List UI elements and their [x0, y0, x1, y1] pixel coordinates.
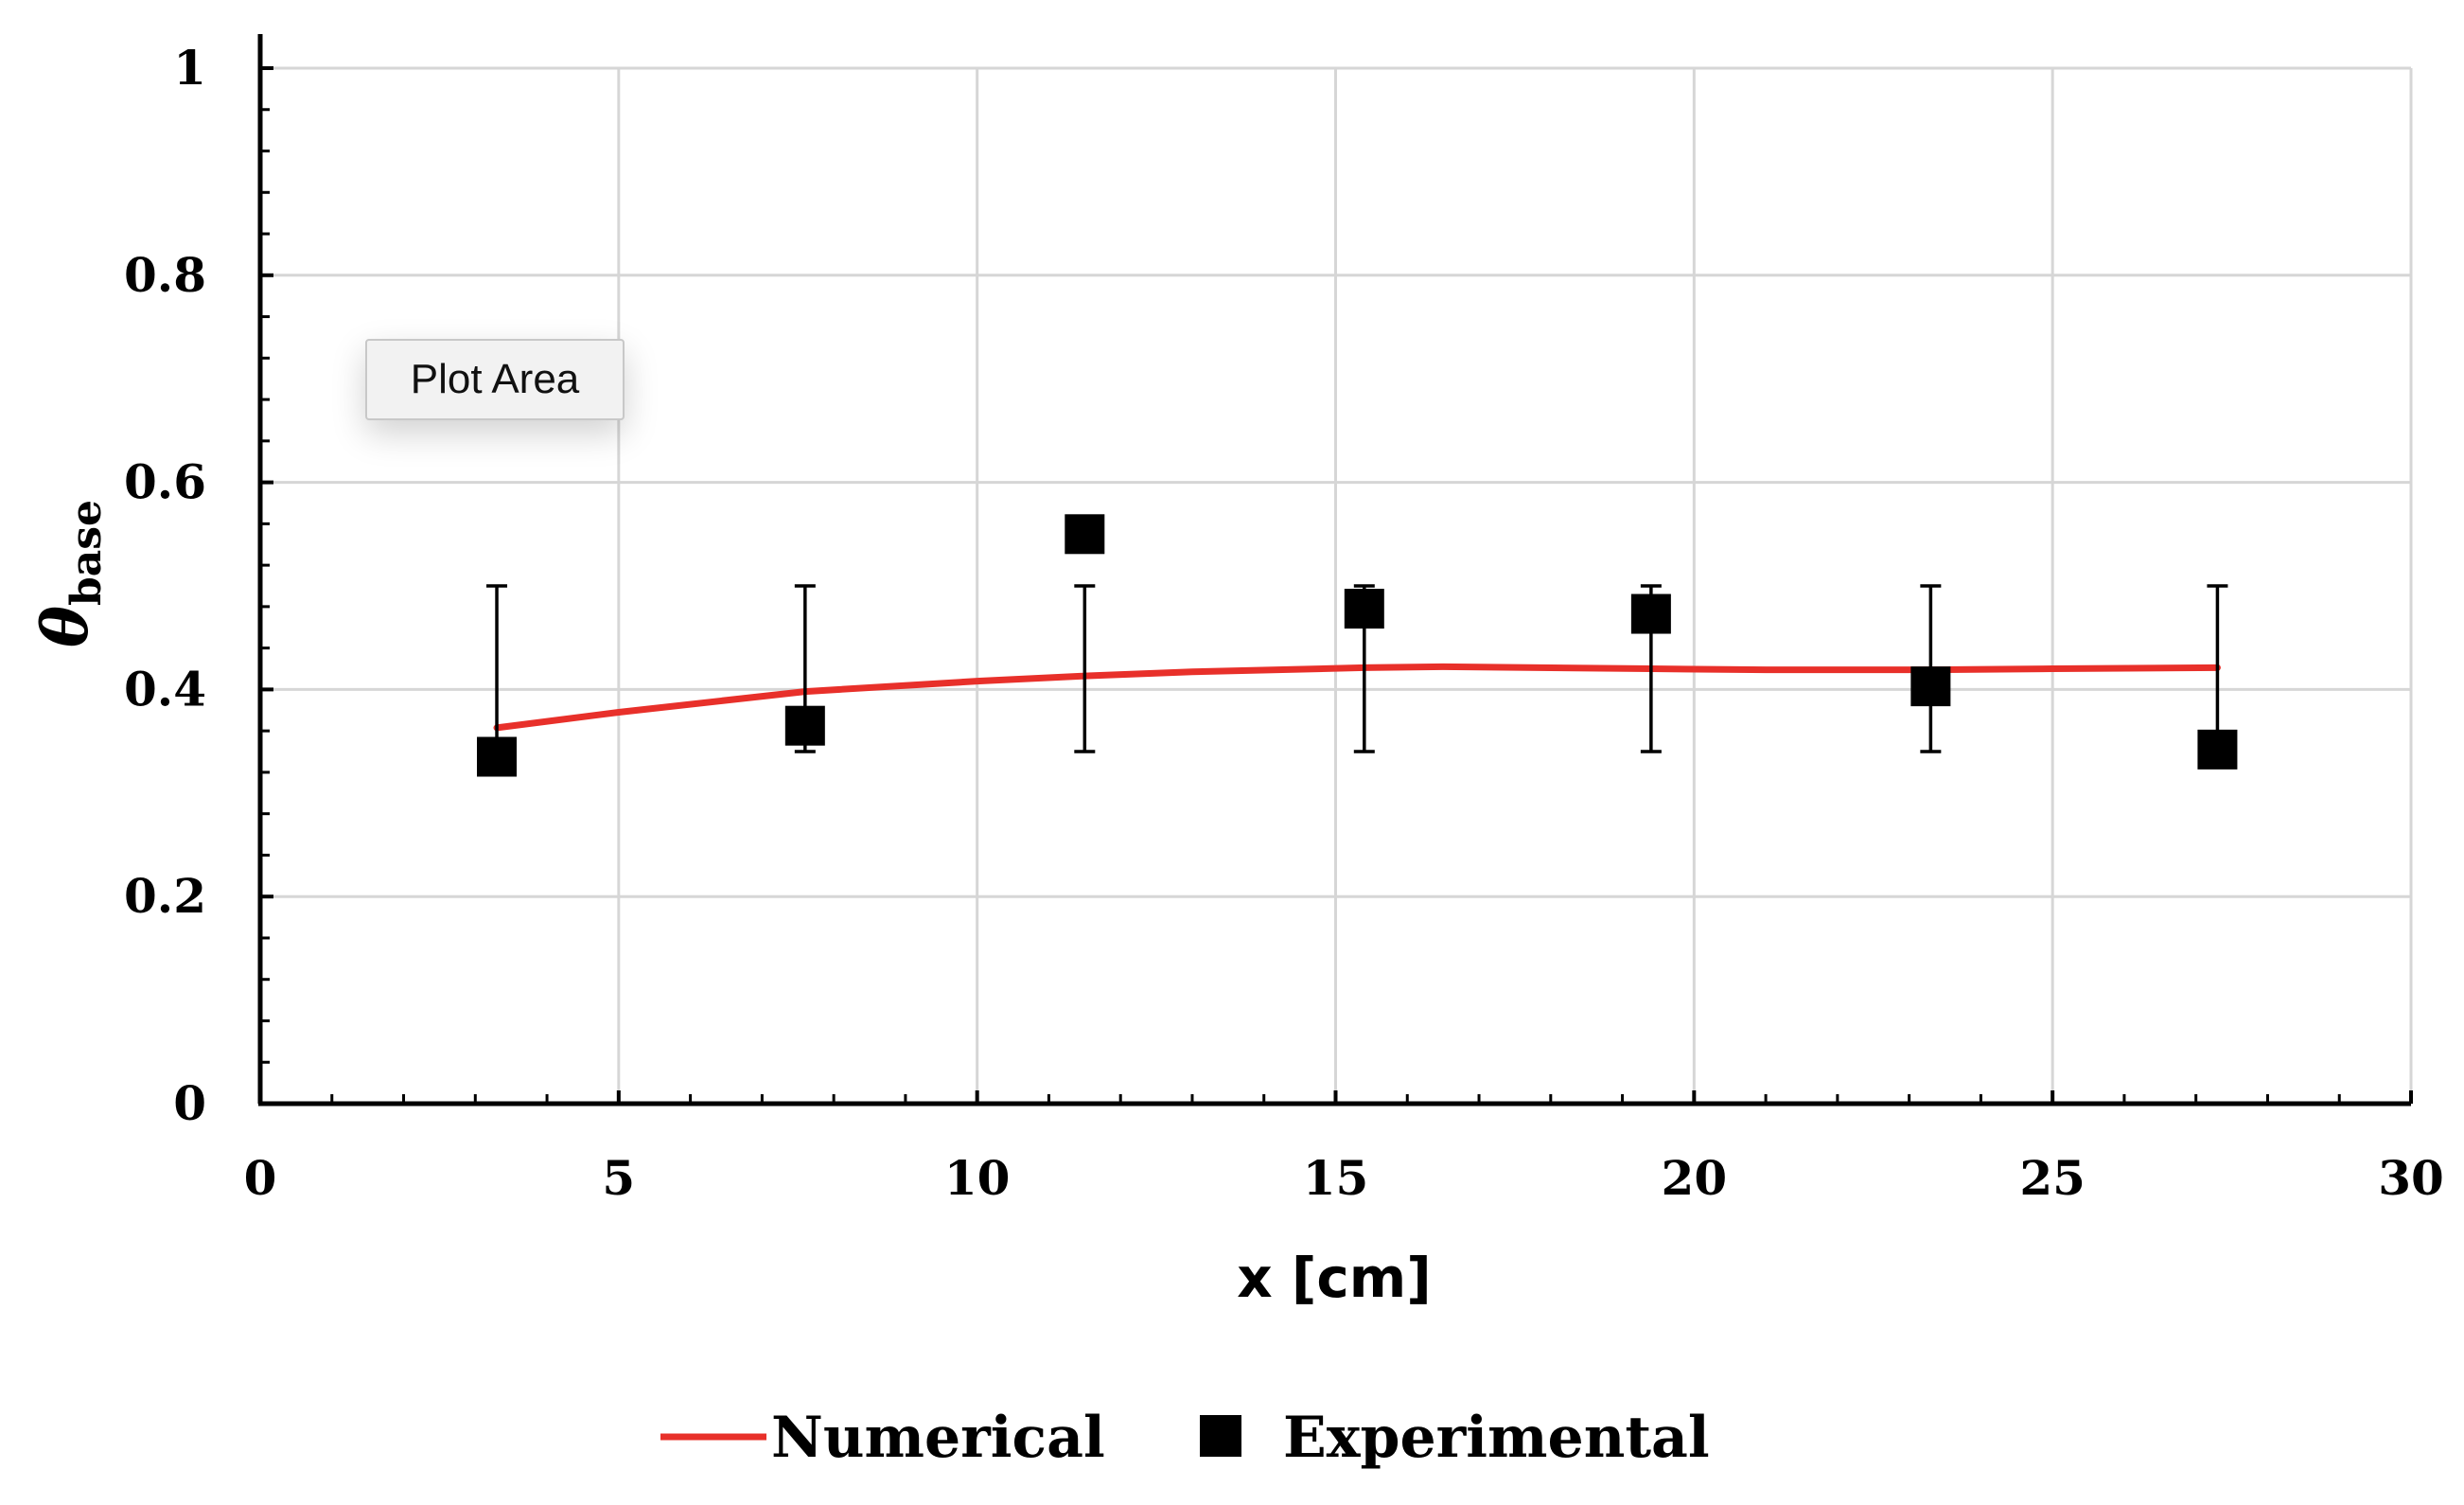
- numerical-series: [493, 663, 2221, 732]
- axes: [257, 34, 2413, 1107]
- legend-experimental-swatch: [1200, 1415, 1241, 1457]
- y-tick-label: 1: [173, 40, 206, 96]
- y-axis-title-symbol: θ: [28, 606, 102, 647]
- x-tick-label: 30: [2378, 1150, 2444, 1206]
- x-axis-title: x [cm]: [1237, 1246, 1431, 1310]
- y-tick-label: 0.4: [124, 661, 206, 717]
- x-tick-label: 25: [2019, 1150, 2086, 1206]
- x-tick-label: 0: [244, 1150, 277, 1206]
- experimental-point: [2197, 729, 2238, 770]
- y-tick-label: 0.8: [124, 247, 206, 303]
- grid: [260, 66, 2413, 1104]
- experimental-point: [477, 736, 518, 777]
- x-tick-label: 5: [602, 1150, 635, 1206]
- experimental-series: [477, 514, 2238, 777]
- experimental-point: [1344, 589, 1384, 629]
- x-tick-label: 20: [1662, 1150, 1728, 1206]
- y-tick-label: 0.2: [124, 868, 206, 924]
- y-tick-label: 0.6: [124, 454, 206, 510]
- svg-text:θbase: θbase: [28, 500, 111, 647]
- y-tick-labels: 0 0.2 0.4 0.6 0.8 1: [124, 40, 206, 1131]
- legend: Numerical Experimental: [660, 1405, 1710, 1471]
- legend-experimental-label: Experimental: [1283, 1405, 1710, 1471]
- y-axis-title-subscript: base: [62, 500, 111, 606]
- x-tick-label: 15: [1303, 1150, 1369, 1206]
- experimental-point: [1910, 666, 1951, 707]
- y-axis-title: θbase: [28, 500, 111, 647]
- x-tick-labels: 0 5 10 15 20 25 30: [244, 1150, 2444, 1206]
- y-tick-label: 0: [173, 1075, 206, 1131]
- legend-numerical-label: Numerical: [771, 1405, 1105, 1471]
- x-tick-label: 10: [944, 1150, 1011, 1206]
- experimental-point: [1630, 593, 1671, 634]
- experimental-point: [784, 705, 825, 746]
- plot-area-tooltip: Plot Area: [365, 339, 625, 420]
- numerical-line: [493, 663, 2221, 732]
- experimental-point: [1065, 514, 1105, 555]
